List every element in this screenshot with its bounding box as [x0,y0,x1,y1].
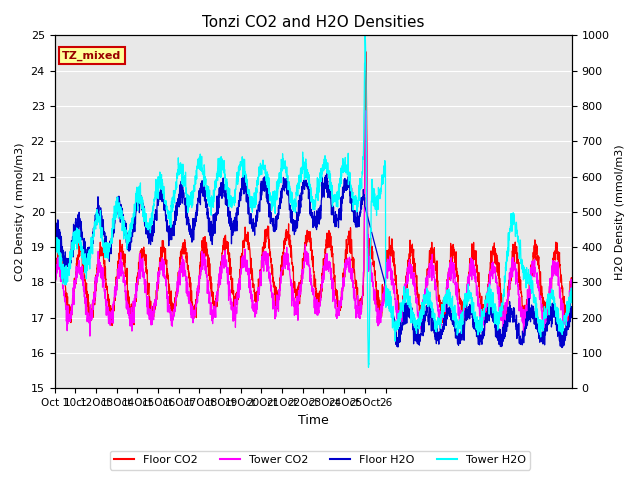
Y-axis label: H2O Density (mmol/m3): H2O Density (mmol/m3) [615,144,625,280]
X-axis label: Time: Time [298,414,328,427]
Title: Tonzi CO2 and H2O Densities: Tonzi CO2 and H2O Densities [202,15,424,30]
Text: TZ_mixed: TZ_mixed [62,50,122,60]
Y-axis label: CO2 Density ( mmol/m3): CO2 Density ( mmol/m3) [15,143,25,281]
Legend: Floor CO2, Tower CO2, Floor H2O, Tower H2O: Floor CO2, Tower CO2, Floor H2O, Tower H… [109,451,531,469]
